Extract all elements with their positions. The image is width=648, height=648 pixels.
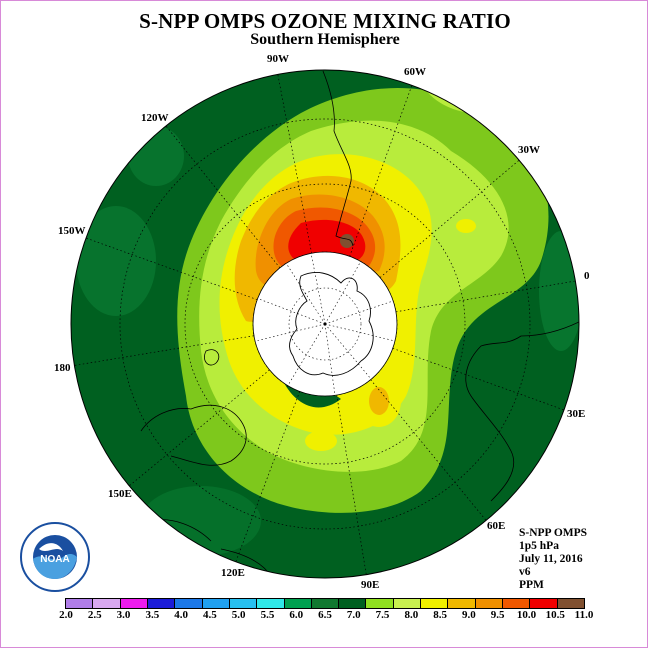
colorbar-tick-label: 8.0 <box>404 609 419 621</box>
colorbar-swatch <box>229 599 258 608</box>
noaa-logo-text: NOAA <box>40 554 69 565</box>
colorbar-tick-label: 8.5 <box>433 609 447 621</box>
info-level: 1p5 hPa <box>519 540 559 552</box>
colorbar-tick-label: 5.0 <box>231 609 246 621</box>
info-units: PPM <box>519 579 544 591</box>
colorbar-swatch <box>557 599 584 608</box>
lon-label-30w: 30W <box>518 144 540 156</box>
info-block: S-NPP OMPS 1p5 hPa July 11, 2016 v6 PPM <box>519 527 587 592</box>
colorbar-tick-label: 3.5 <box>145 609 160 621</box>
longitude-labels: 90W 60W 30W 0 30E 60E 90E 120E 150E 180 … <box>54 53 590 591</box>
colorbar-swatch <box>175 599 203 608</box>
colorbar-tick-label: 4.5 <box>203 609 217 621</box>
lon-label-90e: 90E <box>361 579 379 591</box>
colorbar-swatch <box>147 599 176 608</box>
colorbar-tick-label: 6.5 <box>318 609 332 621</box>
lon-label-180: 180 <box>54 362 71 374</box>
ozone-blob-south <box>305 431 337 451</box>
colorbar-swatch <box>93 599 121 608</box>
new-zealand-outline <box>204 349 220 366</box>
colorbar-swatch <box>448 599 476 608</box>
south-america-outline <box>322 70 354 247</box>
colorbar-swatch <box>284 599 312 608</box>
colorbar-swatch <box>257 599 285 608</box>
colorbar-tick-label: 10.0 <box>516 609 537 621</box>
lon-label-120w: 120W <box>141 112 169 124</box>
africa-outline <box>465 320 579 502</box>
colorbar-tick-label: 5.5 <box>260 609 275 621</box>
colorbar-swatch <box>530 599 558 608</box>
ozone-band-10-5 <box>288 219 366 263</box>
colorbar-tick-label: 9.0 <box>462 609 476 621</box>
colorbar-tick-label: 10.5 <box>545 609 565 621</box>
colorbar-tick-label: 11.0 <box>574 609 594 621</box>
map-border <box>70 69 580 579</box>
map-title: S-NPP OMPS OZONE MIXING RATIO <box>139 9 511 33</box>
colorbar-tick-label: 4.0 <box>174 609 188 621</box>
ozone-band-11-0 <box>340 234 354 248</box>
colorbar-swatch <box>475 599 503 608</box>
colorbar-tick-label: 9.5 <box>490 609 505 621</box>
colorbar-swatch <box>421 599 449 608</box>
colorbar-tick-label: 2.0 <box>59 609 73 621</box>
lon-label-60e: 60E <box>487 520 505 532</box>
colorbar-swatch <box>393 599 422 608</box>
colorbar-swatch <box>202 599 230 608</box>
south-pole-marker <box>323 322 327 326</box>
colorbar-tick-label: 2.5 <box>87 609 102 621</box>
antarctica-outline <box>289 272 374 376</box>
lon-label-0: 0 <box>584 270 590 282</box>
ozone-blob-small <box>456 219 476 233</box>
colorbar-tick-label: 7.5 <box>375 609 390 621</box>
colorbar-swatch <box>339 599 367 608</box>
antarctica-graticule <box>255 252 396 396</box>
lon-label-60w: 60W <box>404 66 426 78</box>
colorbar <box>65 598 585 609</box>
lon-label-120e: 120E <box>221 567 245 579</box>
colorbar-swatch <box>120 599 148 608</box>
colorbar-tick-label: 6.0 <box>289 609 304 621</box>
info-instrument: S-NPP OMPS <box>519 527 588 539</box>
colorbar-swatch <box>311 599 340 608</box>
australia-outline <box>140 404 247 466</box>
colorbar-tick-label: 7.0 <box>346 609 361 621</box>
colorbar-swatch <box>366 599 394 608</box>
info-date: July 11, 2016 <box>519 553 583 565</box>
lon-label-150e: 150E <box>108 488 132 500</box>
colorbar-swatch <box>66 599 94 608</box>
lon-label-90w: 90W <box>267 53 289 65</box>
noaa-logo-icon: NOAA <box>20 522 90 592</box>
info-version: v6 <box>519 566 531 578</box>
map-subtitle: Southern Hemisphere <box>250 31 400 48</box>
colorbar-tick-label: 3.0 <box>116 609 131 621</box>
ozone-blob-east-core <box>369 387 389 415</box>
lon-label-150w: 150W <box>58 225 86 237</box>
ozone-outer-green-west <box>76 206 156 316</box>
lon-label-30e: 30E <box>567 408 585 420</box>
colorbar-swatch <box>503 599 531 608</box>
